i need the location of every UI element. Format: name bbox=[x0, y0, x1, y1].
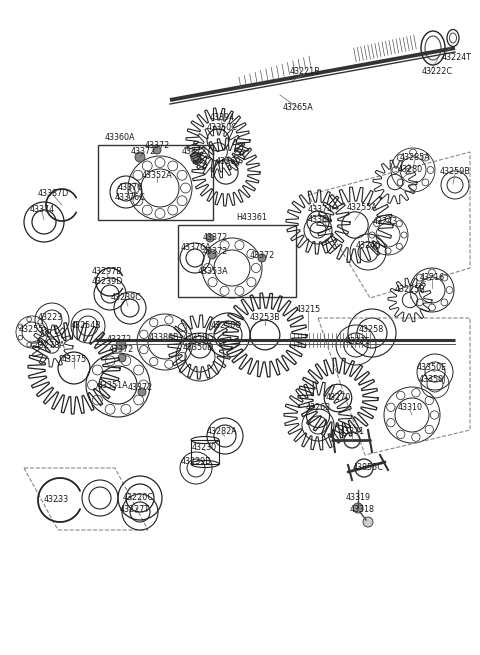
Text: 43259B: 43259B bbox=[440, 168, 470, 176]
Text: 43225B: 43225B bbox=[395, 286, 425, 295]
Text: 43372: 43372 bbox=[108, 345, 133, 354]
Text: 43350J: 43350J bbox=[418, 375, 446, 384]
Text: 43280: 43280 bbox=[397, 166, 422, 174]
Text: 43239D: 43239D bbox=[91, 278, 123, 286]
Text: 43230: 43230 bbox=[192, 443, 216, 453]
Text: 43372: 43372 bbox=[144, 141, 169, 149]
Text: 43233: 43233 bbox=[43, 495, 69, 504]
Text: 43352A: 43352A bbox=[142, 170, 172, 179]
Text: 43350E: 43350E bbox=[417, 364, 447, 373]
Text: 43253B: 43253B bbox=[250, 314, 280, 322]
Text: 43372: 43372 bbox=[107, 335, 132, 345]
Circle shape bbox=[153, 146, 161, 154]
Text: 43215: 43215 bbox=[295, 305, 321, 314]
Text: 43376: 43376 bbox=[118, 183, 143, 193]
Text: 43351A: 43351A bbox=[98, 381, 128, 390]
Text: 43353A: 43353A bbox=[198, 267, 228, 276]
Text: 43372: 43372 bbox=[131, 147, 156, 157]
Circle shape bbox=[258, 254, 266, 262]
Text: 43321: 43321 bbox=[339, 428, 365, 436]
Circle shape bbox=[138, 388, 146, 396]
Text: 43227T: 43227T bbox=[120, 506, 150, 514]
Text: 43239B: 43239B bbox=[180, 457, 211, 466]
Text: 43282A: 43282A bbox=[206, 428, 238, 436]
Text: 43260: 43260 bbox=[216, 157, 240, 166]
Circle shape bbox=[208, 251, 216, 259]
Text: 43255: 43255 bbox=[18, 326, 44, 335]
Text: 43372: 43372 bbox=[181, 147, 206, 157]
Circle shape bbox=[353, 503, 363, 513]
Text: 43372: 43372 bbox=[203, 233, 228, 242]
Text: 43360A: 43360A bbox=[105, 134, 135, 143]
Text: 43270: 43270 bbox=[325, 394, 350, 403]
Text: 43380B: 43380B bbox=[149, 333, 179, 343]
Circle shape bbox=[191, 153, 201, 163]
Text: 43275: 43275 bbox=[345, 337, 371, 346]
Text: 43374: 43374 bbox=[307, 206, 333, 214]
Bar bbox=[178, 225, 296, 297]
Text: 43220C: 43220C bbox=[122, 493, 154, 502]
Text: 43216: 43216 bbox=[420, 274, 444, 282]
Text: 43240: 43240 bbox=[355, 240, 381, 250]
Text: 43387D: 43387D bbox=[37, 189, 69, 198]
Text: 43263: 43263 bbox=[305, 403, 331, 413]
Text: 43374: 43374 bbox=[29, 206, 55, 214]
Text: 43350G: 43350G bbox=[182, 333, 214, 343]
Text: 43394: 43394 bbox=[209, 113, 235, 122]
Text: 43258: 43258 bbox=[359, 326, 384, 335]
Text: 43384: 43384 bbox=[308, 215, 333, 225]
Text: 43372: 43372 bbox=[250, 250, 275, 259]
Text: 43297B: 43297B bbox=[92, 267, 122, 276]
Text: 43224T: 43224T bbox=[442, 52, 472, 62]
Text: 43855C: 43855C bbox=[353, 464, 384, 472]
Text: 43285A: 43285A bbox=[400, 153, 431, 162]
Text: 43243: 43243 bbox=[372, 217, 397, 227]
Text: 43318: 43318 bbox=[349, 506, 374, 514]
Circle shape bbox=[116, 340, 126, 350]
Text: 43376A: 43376A bbox=[180, 244, 211, 252]
Text: 43265A: 43265A bbox=[283, 103, 313, 113]
Text: 43223: 43223 bbox=[37, 314, 62, 322]
Bar bbox=[191, 440, 219, 464]
Bar bbox=[98, 145, 213, 220]
Text: 43278A: 43278A bbox=[35, 341, 65, 350]
Text: 43255A: 43255A bbox=[347, 204, 377, 212]
Text: 43372: 43372 bbox=[203, 248, 228, 257]
Text: 43350D: 43350D bbox=[182, 343, 214, 352]
Text: 43222C: 43222C bbox=[422, 67, 453, 77]
Circle shape bbox=[118, 354, 126, 362]
Circle shape bbox=[363, 517, 373, 527]
Text: 43310: 43310 bbox=[397, 403, 422, 413]
Text: 43372: 43372 bbox=[127, 383, 153, 392]
Text: 43350C: 43350C bbox=[206, 124, 238, 132]
Text: 43239C: 43239C bbox=[110, 293, 142, 303]
Text: 43254B: 43254B bbox=[71, 322, 101, 331]
Circle shape bbox=[135, 152, 145, 162]
Text: 43376C: 43376C bbox=[115, 193, 145, 202]
Text: 43221B: 43221B bbox=[289, 67, 320, 77]
Text: H43361: H43361 bbox=[237, 214, 267, 223]
Circle shape bbox=[206, 234, 214, 242]
Text: 43319: 43319 bbox=[346, 493, 371, 502]
Text: 43250C: 43250C bbox=[211, 320, 241, 329]
Text: 43375: 43375 bbox=[61, 356, 86, 364]
